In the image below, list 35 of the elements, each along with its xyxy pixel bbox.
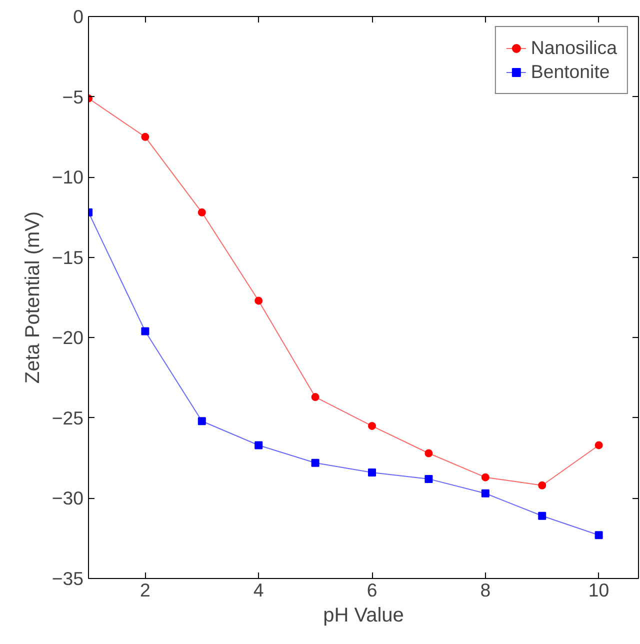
point [141, 132, 150, 141]
point [254, 441, 263, 450]
point [198, 208, 206, 216]
point [538, 481, 546, 490]
x-tick-label: 2 [140, 580, 150, 600]
point [481, 473, 490, 482]
y-tick-label: −15 [52, 246, 84, 268]
y-tick-label: −30 [52, 488, 84, 509]
point [368, 468, 376, 477]
point [538, 512, 546, 520]
point [311, 393, 320, 402]
y-tick-label: −25 [52, 407, 84, 428]
point [254, 296, 263, 305]
x-axis-title: pH Value [323, 604, 404, 626]
point [424, 449, 433, 458]
x-tick-label: 4 [253, 580, 264, 600]
legend-label: Nanosilica [530, 37, 617, 59]
point [141, 327, 150, 336]
point [368, 422, 376, 430]
x-tick-label: 6 [366, 580, 378, 600]
x-tick-label: 8 [480, 580, 491, 600]
point [594, 531, 603, 540]
y-tick-label: −35 [52, 568, 84, 589]
x-tick-label: 10 [588, 580, 610, 600]
legend-label: Bentonite [530, 61, 610, 83]
y-tick-label: −10 [52, 166, 84, 188]
point [594, 441, 603, 450]
point [311, 458, 320, 467]
y-axis-title: Zeta Potential (mV) [22, 211, 44, 384]
point [424, 474, 433, 483]
y-tick-label: 0 [73, 6, 84, 27]
point [481, 489, 490, 498]
point [198, 417, 206, 426]
y-tick-label: −20 [52, 327, 84, 348]
y-tick-label: −5 [62, 86, 84, 108]
